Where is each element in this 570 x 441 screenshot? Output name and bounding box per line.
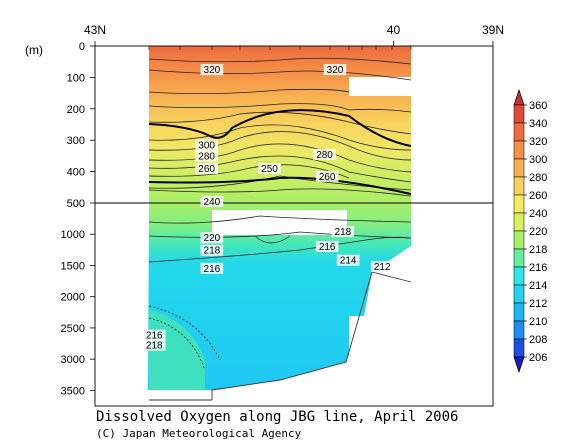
colorbar-label: 260 xyxy=(529,190,547,202)
y-tick-label: 3000 xyxy=(61,354,85,366)
contour-label-bg xyxy=(200,232,224,244)
y-tick-label: 1000 xyxy=(61,229,85,241)
y-tick-label: 2000 xyxy=(61,292,85,304)
colorbar-label: 340 xyxy=(529,118,547,130)
credit-text: (C) Japan Meteorological Agency xyxy=(96,427,302,440)
y-tick-label: 3500 xyxy=(61,385,85,397)
colorbar-arrow-top xyxy=(513,88,525,106)
colorbar-bin xyxy=(513,230,525,250)
y-tick-label: 0 xyxy=(79,41,85,53)
colorbar-label: 300 xyxy=(529,154,547,166)
upper-oxygen-field xyxy=(149,46,411,203)
colorbar-bin xyxy=(513,302,525,322)
y-tick-labels: 0 100 200 300 400 500 1000 1500 2000 2500 3000 3500 xyxy=(61,41,85,397)
y-tick-label: 500 xyxy=(67,198,85,210)
y-tick-label: 400 xyxy=(67,167,85,179)
contour-label: 216 xyxy=(319,242,336,253)
contour-label: 212 xyxy=(374,262,391,273)
colorbar-label: 210 xyxy=(529,316,547,328)
contour-label-bg xyxy=(195,139,218,151)
colorbar-arrow-bottom xyxy=(513,356,525,374)
colorbar: 206 208 210 212 214 216 218 220 240 260 280 300 320 3… xyxy=(513,88,547,374)
contour-label-bg xyxy=(323,64,347,76)
colorbar-label: 240 xyxy=(529,208,547,220)
colorbar-label: 360 xyxy=(529,100,547,112)
contour-label-bg xyxy=(195,163,218,175)
contour-label-bg xyxy=(313,148,336,160)
y-tick-label: 1500 xyxy=(61,260,85,272)
colorbar-bin xyxy=(513,104,525,124)
contour-lines xyxy=(148,57,412,371)
contour-label: 260 xyxy=(319,172,336,183)
colorbar-bin xyxy=(513,248,525,268)
contour-label: 220 xyxy=(204,233,221,244)
colorbar-label: 218 xyxy=(529,244,547,256)
contour-label: 280 xyxy=(316,150,333,161)
contour-label-bg xyxy=(370,260,394,272)
axis-ticks xyxy=(90,41,494,391)
colorbar-label: 208 xyxy=(529,334,547,346)
contour-label-bg xyxy=(200,244,224,256)
contour-label-bg xyxy=(315,240,339,252)
y-tick-label: 2500 xyxy=(61,323,85,335)
chart-title: Dissolved Oxygen along JBG line, April 2… xyxy=(96,409,459,425)
colorbar-bin xyxy=(513,266,525,286)
contour-label: 250 xyxy=(261,164,278,175)
contour-label-bg xyxy=(195,150,218,162)
colorbar-label: 216 xyxy=(529,262,547,274)
colorbar-bin xyxy=(513,140,525,160)
x-tick-label: 39N xyxy=(482,23,504,37)
colorbar-bin xyxy=(513,338,525,358)
contour-label: 216 xyxy=(204,264,221,275)
contour-label-bg xyxy=(315,170,339,182)
contour-label-bg xyxy=(331,225,355,237)
contour-label-bg xyxy=(200,262,224,274)
contour-label-bg xyxy=(336,254,360,266)
colorbar-label: 214 xyxy=(529,280,547,292)
contour-label: 300 xyxy=(198,140,215,151)
contour-label-bg xyxy=(200,196,224,207)
colorbar-label: 212 xyxy=(529,298,547,310)
contour-label: 218 xyxy=(146,341,163,352)
contour-label-bg xyxy=(142,329,166,341)
station-ticks xyxy=(148,46,412,50)
contour-label-bg xyxy=(200,64,224,76)
colorbar-bin xyxy=(513,284,525,304)
sea-floor-line xyxy=(149,271,412,401)
contour-label: 214 xyxy=(340,256,357,267)
colorbar-bin xyxy=(513,176,525,196)
y-tick-label: 200 xyxy=(67,104,85,116)
contour-label: 240 xyxy=(204,197,221,208)
contour-label: 218 xyxy=(335,227,352,238)
major-contours xyxy=(148,109,412,195)
contour-label-bg xyxy=(142,339,166,351)
colorbar-bin xyxy=(513,320,525,340)
colorbar-label: 320 xyxy=(529,136,547,148)
contour-label: 320 xyxy=(204,65,221,76)
colorbar-bin xyxy=(513,194,525,214)
colorbar-label: 280 xyxy=(529,172,547,184)
x-tick-label: 40 xyxy=(387,23,401,37)
colorbar-label: 220 xyxy=(529,226,547,238)
colorbar-bin xyxy=(513,158,525,178)
unit-label: (m) xyxy=(25,43,43,57)
y-tick-label: 100 xyxy=(67,72,85,84)
colorbar-label: 206 xyxy=(529,352,547,364)
data-gaps xyxy=(149,77,411,402)
contour-label: 218 xyxy=(204,246,221,257)
y-tick-label: 300 xyxy=(67,135,85,147)
x-tick-label: 43N xyxy=(84,23,106,37)
colorbar-bin xyxy=(513,212,525,232)
contour-label: 280 xyxy=(198,151,215,162)
contour-label: 216 xyxy=(146,331,163,342)
colorbar-bin xyxy=(513,122,525,142)
contour-label: 320 xyxy=(327,65,344,76)
contour-label: 260 xyxy=(198,164,215,175)
plot-frame xyxy=(94,45,494,407)
x-tick-labels: 43N 40 39N xyxy=(84,23,504,37)
contour-label-bg xyxy=(258,163,281,175)
